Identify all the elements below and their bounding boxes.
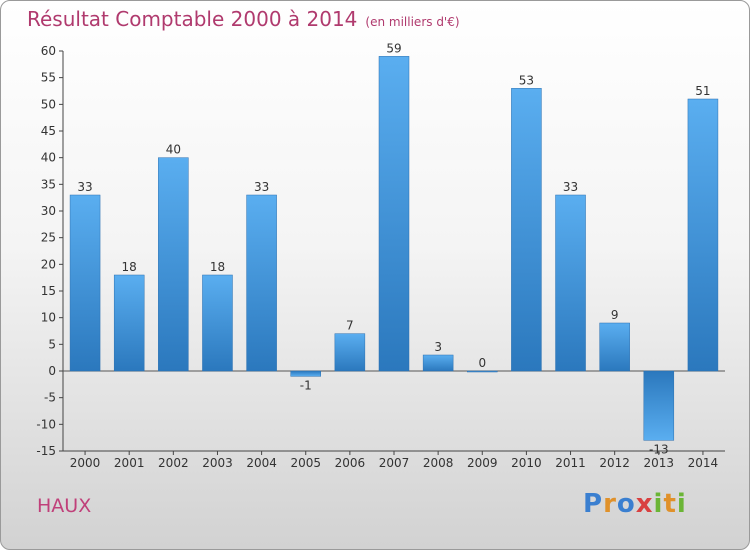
- x-tick-label-2007: 2007: [379, 456, 410, 470]
- y-tick-label: 50: [41, 97, 56, 111]
- bar-2007: [378, 56, 410, 372]
- data-label-2006: 7: [346, 319, 354, 333]
- x-tick-label-2011: 2011: [555, 456, 586, 470]
- chart-subtitle: (en milliers d'€): [365, 15, 460, 29]
- bar-2011: [555, 194, 586, 372]
- logo-letter: t: [663, 489, 677, 519]
- data-label-2010: 53: [519, 73, 534, 87]
- y-tick-label: 60: [41, 44, 56, 58]
- y-tick-label: 25: [41, 231, 56, 245]
- logo-letter: o: [616, 489, 636, 519]
- x-tick-label-2005: 2005: [290, 456, 321, 470]
- data-label-2014: 51: [695, 84, 710, 98]
- logo-letter: i: [653, 489, 664, 519]
- logo-letter: i: [676, 489, 687, 519]
- title-text: Résultat Comptable 2000 à 2014: [27, 7, 358, 31]
- y-tick-label: 10: [41, 311, 56, 325]
- data-label-2000: 33: [77, 180, 92, 194]
- y-tick-label: 15: [41, 284, 56, 298]
- y-tick-label: 45: [41, 124, 56, 138]
- y-tick-label: 55: [41, 71, 56, 85]
- y-tick-label: -15: [36, 444, 56, 458]
- bar-2001: [113, 274, 145, 372]
- bar-2010: [511, 88, 542, 372]
- x-tick-label-2002: 2002: [158, 456, 189, 470]
- x-tick-label-2000: 2000: [70, 456, 101, 470]
- data-label-2008: 3: [434, 340, 442, 354]
- data-label-2005: -1: [300, 378, 312, 392]
- x-tick-label-2010: 2010: [511, 456, 542, 470]
- data-label-2013: -13: [649, 442, 669, 456]
- y-tick-label: 0: [48, 364, 56, 378]
- bar-2000: [69, 194, 101, 372]
- logo-letter: P: [583, 489, 604, 519]
- x-tick-label-2001: 2001: [114, 456, 145, 470]
- data-label-2001: 18: [122, 260, 137, 274]
- bar-2013: [643, 370, 675, 441]
- proxiti-logo: Proxiti: [583, 489, 687, 519]
- bar-2006: [334, 333, 366, 372]
- x-tick-label-2009: 2009: [467, 456, 498, 470]
- bar-2002: [158, 157, 189, 372]
- y-tick-label: 35: [41, 177, 56, 191]
- x-tick-label-2006: 2006: [335, 456, 366, 470]
- x-tick-label-2003: 2003: [202, 456, 233, 470]
- y-tick-label: -5: [44, 391, 56, 405]
- data-label-2012: 9: [611, 308, 619, 322]
- x-tick-label-2013: 2013: [644, 456, 675, 470]
- y-tick-label: 30: [41, 204, 56, 218]
- data-label-2009: 0: [478, 356, 486, 370]
- chart-title: Résultat Comptable 2000 à 2014 (en millie…: [27, 7, 460, 31]
- data-label-2003: 18: [210, 260, 225, 274]
- y-tick-label: -10: [36, 417, 56, 431]
- x-tick-label-2014: 2014: [688, 456, 719, 470]
- y-tick-label: 20: [41, 257, 56, 271]
- bar-2012: [599, 322, 630, 372]
- x-tick-label-2004: 2004: [246, 456, 277, 470]
- y-tick-label: 40: [41, 151, 56, 165]
- bar-2005: [290, 370, 321, 377]
- x-tick-label-2012: 2012: [599, 456, 630, 470]
- commune-name: HAUX: [37, 495, 92, 517]
- bar-2008: [422, 354, 454, 372]
- x-tick-label-2008: 2008: [423, 456, 454, 470]
- bar-2003: [202, 274, 233, 372]
- logo-letter: x: [635, 489, 654, 519]
- y-tick-label: 5: [48, 337, 56, 351]
- bar-2014: [687, 98, 719, 372]
- data-label-2002: 40: [166, 143, 181, 157]
- bar-2004: [246, 194, 277, 372]
- data-label-2011: 33: [563, 180, 578, 194]
- bar-2009: [467, 370, 498, 373]
- data-label-2004: 33: [254, 180, 269, 194]
- logo-letter: r: [603, 489, 617, 519]
- data-label-2007: 59: [386, 41, 401, 55]
